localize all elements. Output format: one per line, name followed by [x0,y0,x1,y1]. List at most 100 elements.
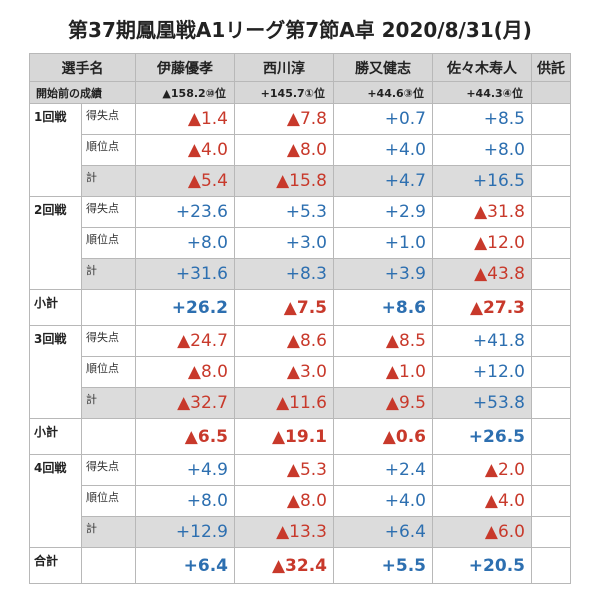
subtotal-label: 小計 [29,418,82,455]
score-cell: +12.0 [432,356,532,388]
score-cell: +2.9 [333,196,433,228]
score-row: 順位点 +8.0 ▲8.0 +4.0 ▲4.0 [30,485,571,517]
deposit-cell [531,258,571,290]
deposit-cell [531,196,571,228]
score-cell: ▲1.0 [333,356,433,388]
score-cell: +16.5 [432,165,532,197]
score-cell: ▲11.6 [234,387,334,419]
deposit-cell [531,325,571,357]
deposit-cell [531,103,571,135]
row-label: 得失点 [81,103,136,135]
score-cell: +4.0 [333,485,433,517]
score-cell: +12.9 [135,516,235,548]
score-row: 順位点 ▲4.0 ▲8.0 +4.0 +8.0 [30,134,571,166]
score-table: 選手名 伊藤優孝 西川淳 勝又健志 佐々木寿人 供託 開始前の成績 ▲158.2… [29,53,571,584]
deposit-cell [531,485,571,517]
score-cell: ▲31.8 [432,196,532,228]
subtotal-cell: ▲27.3 [432,289,532,326]
score-cell: +3.0 [234,227,334,259]
score-cell: +8.5 [432,103,532,135]
subtotal-row: 小計 ▲6.5 ▲19.1 ▲0.6 +26.5 [29,418,571,455]
page-title: 第37期鳳凰戦A1リーグ第7節A卓 2020/8/31(月) [68,18,532,42]
score-cell: +4.9 [135,454,235,486]
score-cell: +0.7 [333,103,433,135]
score-row: 計 +12.9 ▲13.3 +6.4 ▲6.0 [30,516,571,548]
start-score-deposit [531,81,571,104]
score-cell: +53.8 [432,387,532,419]
deposit-cell [531,356,571,388]
deposit-cell [531,165,571,197]
deposit-header: 供託 [531,53,571,82]
score-cell: ▲15.8 [234,165,334,197]
score-cell: +8.0 [135,227,235,259]
score-cell: ▲4.0 [135,134,235,166]
subtotal-cell: ▲19.1 [234,418,334,455]
score-cell: +8.0 [135,485,235,517]
subtotal-blank [81,418,136,455]
score-cell: +8.3 [234,258,334,290]
subtotal-cell: +26.2 [135,289,235,326]
score-cell: +4.7 [333,165,433,197]
score-cell: ▲12.0 [432,227,532,259]
round-label: 4回戦 [29,454,82,548]
row-label: 得失点 [81,454,136,486]
score-row: 3回戦 得失点 ▲24.7 ▲8.6 ▲8.5 +41.8 [29,325,571,419]
score-cell: +1.0 [333,227,433,259]
round-label: 3回戦 [29,325,82,419]
round-label: 1回戦 [29,103,82,197]
deposit-cell [531,454,571,486]
subtotal-blank [81,547,136,584]
score-row: 2回戦 得失点 +23.6 +5.3 +2.9 ▲31.8 [29,196,571,290]
row-label: 計 [81,387,136,419]
score-cell: ▲5.4 [135,165,235,197]
score-cell: ▲24.7 [135,325,235,357]
score-cell: ▲8.6 [234,325,334,357]
score-cell: ▲43.8 [432,258,532,290]
score-cell: +6.4 [333,516,433,548]
subtotal-label: 小計 [29,289,82,326]
subtotal-row: 合計 +6.4 ▲32.4 +5.5 +20.5 [29,547,571,584]
subtotal-cell: ▲32.4 [234,547,334,584]
subtotal-cell: +8.6 [333,289,433,326]
row-label: 順位点 [81,134,136,166]
row-label: 順位点 [81,356,136,388]
score-cell: ▲8.0 [135,356,235,388]
deposit-cell [531,289,571,326]
score-row: 順位点 +8.0 +3.0 +1.0 ▲12.0 [30,227,571,259]
score-row: 4回戦 得失点 +4.9 ▲5.3 +2.4 ▲2.0 [29,454,571,548]
subtotal-cell: +5.5 [333,547,433,584]
row-label: 計 [81,258,136,290]
score-cell: +4.0 [333,134,433,166]
subtotal-cell: +6.4 [135,547,235,584]
score-cell: +41.8 [432,325,532,357]
score-row: 順位点 ▲8.0 ▲3.0 ▲1.0 +12.0 [30,356,571,388]
start-score: ▲158.2⑩位 [135,81,235,104]
subtotal-cell: ▲7.5 [234,289,334,326]
score-cell: ▲9.5 [333,387,433,419]
score-cell: +8.0 [432,134,532,166]
player-name: 佐々木寿人 [432,53,532,82]
score-cell: ▲8.0 [234,485,334,517]
deposit-cell [531,134,571,166]
subtotal-blank [81,289,136,326]
score-cell: +3.9 [333,258,433,290]
subtotal-cell: ▲6.5 [135,418,235,455]
start-score-label: 開始前の成績 [29,81,136,104]
score-row: 1回戦 得失点 ▲1.4 ▲7.8 +0.7 +8.5 [29,103,571,197]
start-score: +44.6③位 [333,81,433,104]
score-cell: ▲8.5 [333,325,433,357]
subtotal-cell: ▲0.6 [333,418,433,455]
round-label: 2回戦 [29,196,82,290]
score-row: 計 ▲5.4 ▲15.8 +4.7 +16.5 [30,165,571,197]
row-label: 計 [81,165,136,197]
deposit-cell [531,547,571,584]
score-cell: ▲5.3 [234,454,334,486]
score-cell: ▲3.0 [234,356,334,388]
deposit-cell [531,387,571,419]
score-cell: ▲4.0 [432,485,532,517]
score-cell: ▲13.3 [234,516,334,548]
row-label: 計 [81,516,136,548]
player-name: 勝又健志 [333,53,433,82]
player-name: 西川淳 [234,53,334,82]
score-cell: +5.3 [234,196,334,228]
